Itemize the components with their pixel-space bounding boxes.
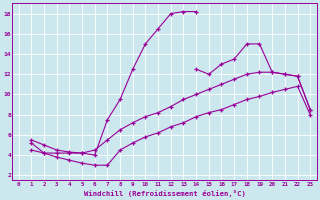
X-axis label: Windchill (Refroidissement éolien,°C): Windchill (Refroidissement éolien,°C) [84, 190, 245, 197]
